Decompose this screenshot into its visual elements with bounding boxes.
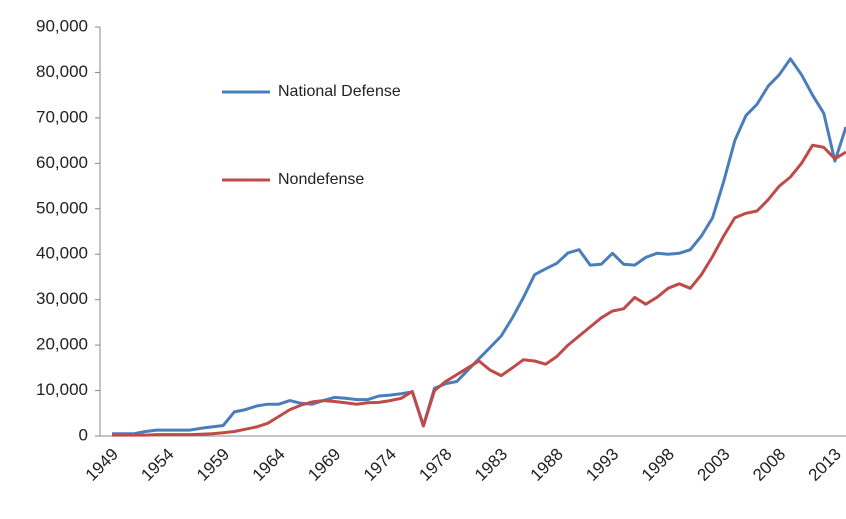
x-tick-label: 1949	[82, 445, 122, 485]
x-tick-label: 2008	[749, 445, 789, 485]
x-tick-label: 1974	[360, 445, 400, 485]
y-tick-label: 0	[79, 425, 88, 444]
y-tick-label: 50,000	[36, 198, 88, 217]
x-tick-label: 1954	[137, 445, 177, 485]
y-tick-label: 40,000	[36, 244, 88, 263]
x-tick-label: 1978	[415, 445, 455, 485]
y-tick-label: 30,000	[36, 289, 88, 308]
y-tick-label: 70,000	[36, 107, 88, 126]
x-tick-label: 1998	[638, 445, 678, 485]
x-tick-label: 1988	[527, 445, 567, 485]
x-tick-label: 1969	[304, 445, 344, 485]
y-tick-label: 60,000	[36, 153, 88, 172]
y-tick-label: 80,000	[36, 62, 88, 81]
legend-label: Nondefense	[278, 171, 364, 188]
x-tick-label: 2013	[805, 445, 845, 485]
x-tick-label: 2003	[693, 445, 733, 485]
y-tick-label: 10,000	[36, 380, 88, 399]
legend-label: National Defense	[278, 83, 401, 100]
line-series	[112, 143, 846, 437]
x-tick-label: 1959	[193, 445, 233, 485]
x-tick-label: 1993	[582, 445, 622, 485]
y-tick-label: 90,000	[36, 16, 88, 35]
line-series	[112, 57, 846, 436]
x-tick-label: 1964	[249, 445, 289, 485]
x-tick-label: 1983	[471, 445, 511, 485]
y-tick-label: 20,000	[36, 335, 88, 354]
